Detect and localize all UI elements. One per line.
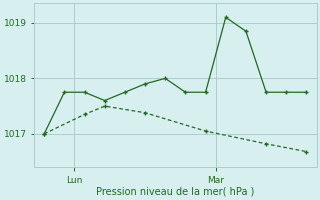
- X-axis label: Pression niveau de la mer( hPa ): Pression niveau de la mer( hPa ): [96, 187, 254, 197]
